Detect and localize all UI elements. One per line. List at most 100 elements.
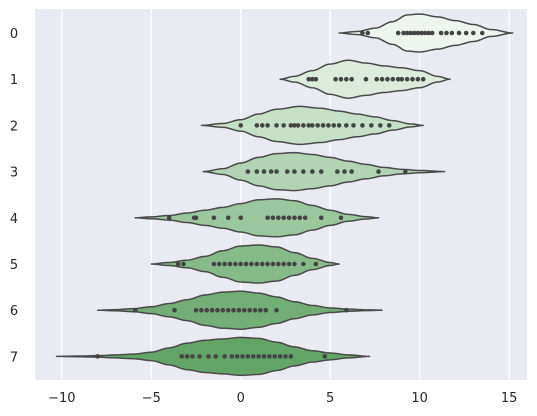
data-point [292, 123, 297, 128]
data-point [270, 215, 276, 221]
data-point [288, 123, 294, 128]
data-point [320, 123, 326, 128]
data-point [267, 354, 272, 359]
data-point [250, 354, 256, 359]
data-point [377, 123, 383, 128]
data-point [181, 261, 186, 267]
x-tick-label: 5 [326, 391, 334, 406]
data-point [292, 261, 297, 267]
data-point [243, 261, 249, 267]
x-tick-label: 10 [411, 391, 428, 406]
data-point [313, 261, 319, 267]
data-point [288, 354, 294, 359]
data-point [344, 76, 349, 82]
y-tick-label: 6 [10, 304, 18, 319]
x-tick-label: 0 [237, 391, 245, 406]
data-point [301, 169, 306, 174]
data-point [258, 307, 263, 313]
data-point [234, 354, 240, 359]
data-point [220, 307, 226, 313]
data-point [426, 30, 431, 36]
data-point [403, 169, 408, 174]
violin-3 [202, 151, 446, 192]
data-point [222, 354, 227, 359]
data-point [211, 215, 217, 221]
data-point [322, 354, 328, 359]
data-point [471, 30, 476, 36]
data-point [172, 307, 177, 313]
data-point [411, 30, 417, 36]
data-point [179, 354, 185, 359]
data-point [338, 76, 344, 82]
data-point [281, 215, 286, 221]
data-point [184, 354, 190, 359]
data-point [274, 169, 279, 174]
data-point [249, 261, 254, 267]
data-point [310, 123, 315, 128]
data-point [213, 354, 218, 359]
data-point [463, 30, 469, 36]
data-point [240, 354, 245, 359]
data-point [190, 354, 195, 359]
data-point [211, 261, 217, 267]
data-point [95, 354, 100, 359]
data-point [429, 30, 435, 36]
data-point [390, 76, 396, 82]
data-point [408, 30, 414, 36]
data-point [419, 30, 424, 36]
data-point [193, 215, 199, 221]
data-point [306, 123, 312, 128]
data-point [313, 76, 319, 82]
data-point [456, 30, 462, 36]
data-point [349, 76, 354, 82]
data-point [197, 354, 202, 359]
data-point [286, 215, 292, 221]
data-point [254, 169, 260, 174]
data-point [284, 169, 290, 174]
x-tick-label: 15 [501, 391, 518, 406]
data-point [351, 123, 356, 128]
data-point [286, 261, 292, 267]
data-point [209, 307, 215, 313]
y-tick-label: 3 [10, 166, 18, 181]
data-point [222, 261, 227, 267]
data-point [252, 307, 258, 313]
data-point [360, 123, 365, 128]
data-point [338, 215, 344, 221]
data-point [265, 215, 270, 221]
data-point [283, 354, 288, 359]
data-point [315, 123, 320, 128]
data-point [229, 354, 235, 359]
data-point [479, 30, 485, 36]
data-point [410, 76, 415, 82]
data-point [227, 261, 233, 267]
data-point [349, 169, 354, 174]
data-point [415, 76, 421, 82]
data-point [318, 215, 324, 221]
data-point [263, 307, 269, 313]
data-point [449, 30, 455, 36]
data-point [376, 169, 381, 174]
data-point [193, 307, 199, 313]
data-point [404, 76, 410, 82]
data-point [247, 307, 252, 313]
data-point [399, 76, 405, 82]
data-point [326, 123, 331, 128]
data-point [292, 215, 297, 221]
data-point [242, 307, 247, 313]
data-point [204, 307, 210, 313]
data-point [310, 76, 315, 82]
y-tick-label: 5 [10, 258, 18, 273]
data-point [236, 307, 242, 313]
data-point [256, 354, 261, 359]
data-point [310, 169, 315, 174]
data-point [199, 307, 204, 313]
data-point [276, 215, 281, 221]
data-point [233, 261, 238, 267]
x-tick-label: −10 [48, 391, 75, 406]
data-point [272, 354, 278, 359]
data-point [420, 76, 426, 82]
data-point [254, 261, 260, 267]
data-point [292, 169, 297, 174]
